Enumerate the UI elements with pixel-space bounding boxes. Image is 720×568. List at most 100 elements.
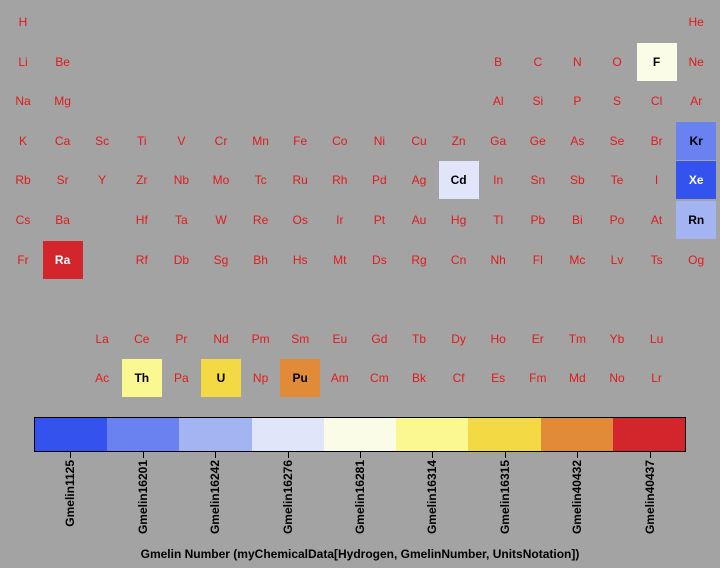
element-cell-cd: Cd [438, 161, 479, 200]
element-cell-sb: Sb [570, 173, 585, 188]
legend-swatch-gmelin40437 [612, 418, 685, 451]
element-cell-cm: Cm [370, 371, 389, 386]
element-cell-hs: Hs [292, 252, 308, 267]
element-cell-po: Po [609, 213, 625, 227]
legend-tick [143, 452, 144, 458]
legend-label-gmelin16276: Gmelin16276 [281, 460, 295, 535]
element-cell-fe: Fe [293, 133, 308, 148]
element-cell-as: As [570, 133, 585, 148]
element-cell-li: Li [18, 54, 28, 69]
element-cell-rg: Rg [411, 252, 427, 267]
element-cell-mn: Mn [252, 133, 269, 148]
element-cell-cn: Cn [450, 252, 467, 267]
periodic-table: H He Li Be B C N O F Ne Na Mg Al Si P S Cl Ar K Ca Sc Ti V Cr Mn… [15, 15, 717, 398]
element-cell-rn: Rn [676, 201, 717, 239]
element-cell-pt: Pt [373, 213, 386, 227]
element-cell-ge: Ge [529, 133, 546, 148]
element-cell-ni: Ni [373, 133, 386, 148]
element-cell-ag: Ag [411, 173, 427, 188]
element-cell-p: P [573, 94, 582, 109]
element-cell-db: Db [173, 252, 190, 267]
legend-color-bar [34, 417, 686, 452]
element-cell-sm: Sm [291, 331, 310, 346]
element-cell-n: N [573, 54, 582, 69]
element-cell-b: B [494, 54, 503, 69]
element-cell-mg: Mg [54, 94, 71, 109]
element-cell-nh: Nh [490, 252, 506, 267]
element-cell-au: Au [411, 213, 427, 227]
element-cell-ra: Ra [42, 240, 83, 279]
element-cell-i: I [654, 173, 659, 188]
legend-swatch-gmelin16314 [396, 418, 469, 451]
element-cell-tm: Tm [568, 331, 587, 346]
legend-label-gmelin1125: Gmelin1125 [63, 460, 77, 527]
element-cell-zn: Zn [451, 133, 466, 148]
element-cell-sn: Sn [530, 173, 546, 188]
element-cell-ta: Ta [175, 213, 188, 227]
element-cell-ts: Ts [650, 252, 663, 267]
legend-title: Gmelin Number (myChemicalData[Hydrogen, … [140, 547, 580, 561]
element-cell-u: U [201, 359, 241, 398]
element-cell-pa: Pa [174, 371, 189, 386]
legend-tick [360, 452, 361, 458]
element-cell-ti: Ti [137, 133, 147, 148]
element-cell-pb: Pb [530, 213, 546, 227]
element-cell-cr: Cr [214, 133, 228, 148]
element-cell-co: Co [332, 133, 348, 148]
element-cell-sr: Sr [56, 173, 69, 188]
element-cell-sg: Sg [213, 252, 229, 267]
element-cell-es: Es [491, 371, 506, 386]
element-cell-ru: Ru [292, 173, 308, 188]
element-cell-ir: Ir [336, 213, 344, 227]
legend-tick [215, 452, 216, 458]
element-cell-er: Er [531, 331, 544, 346]
element-cell-o: O [612, 54, 622, 69]
element-cell-ce: Ce [134, 331, 150, 346]
element-cell-no: No [609, 371, 625, 386]
element-cell-bi: Bi [572, 213, 583, 227]
element-cell-fr: Fr [17, 252, 29, 267]
element-cell-ar: Ar [690, 94, 703, 109]
legend-swatch-gmelin16281 [323, 418, 397, 451]
element-cell-na: Na [15, 94, 31, 109]
legend-tick [650, 452, 651, 458]
element-cell-lu: Lu [649, 331, 664, 346]
element-cell-cs: Cs [15, 213, 31, 227]
element-cell-c: C [533, 54, 543, 69]
element-cell-yb: Yb [609, 331, 625, 346]
element-cell-h: H [18, 15, 28, 29]
element-cell-ca: Ca [54, 133, 71, 148]
element-cell-s: S [612, 94, 621, 109]
element-cell-br: Br [650, 133, 663, 148]
element-cell-ne: Ne [688, 54, 704, 69]
element-cell-nd: Nd [213, 331, 229, 346]
legend-label-gmelin16315: Gmelin16315 [498, 460, 512, 535]
element-cell-md: Md [569, 371, 586, 386]
element-cell-be: Be [55, 54, 70, 69]
legend-swatch-gmelin16315 [468, 418, 541, 451]
element-cell-lr: Lr [651, 371, 662, 386]
element-cell-kr: Kr [676, 121, 717, 160]
legend-label-gmelin16314: Gmelin16314 [425, 460, 439, 535]
legend-tick [577, 452, 578, 458]
element-cell-ba: Ba [55, 213, 70, 227]
element-cell-rb: Rb [15, 173, 31, 188]
element-cell-f: F [636, 42, 677, 81]
legend-tick [432, 452, 433, 458]
element-cell-v: V [177, 133, 186, 148]
element-cell-hg: Hg [450, 213, 467, 227]
element-cell-ga: Ga [490, 133, 507, 148]
element-cell-am: Am [330, 371, 349, 386]
legend-tick [505, 452, 506, 458]
element-cell-mo: Mo [212, 173, 230, 188]
element-cell-gd: Gd [371, 331, 388, 346]
element-cell-pr: Pr [175, 331, 188, 346]
element-cell-sc: Sc [95, 133, 110, 148]
element-cell-he: He [688, 15, 704, 29]
legend-swatch-gmelin16276 [251, 418, 324, 451]
legend-tick [70, 452, 71, 458]
legend-swatch-gmelin16201 [107, 418, 180, 451]
element-cell-tc: Tc [254, 173, 267, 188]
legend-tick [288, 452, 289, 458]
element-cell-se: Se [609, 133, 625, 148]
